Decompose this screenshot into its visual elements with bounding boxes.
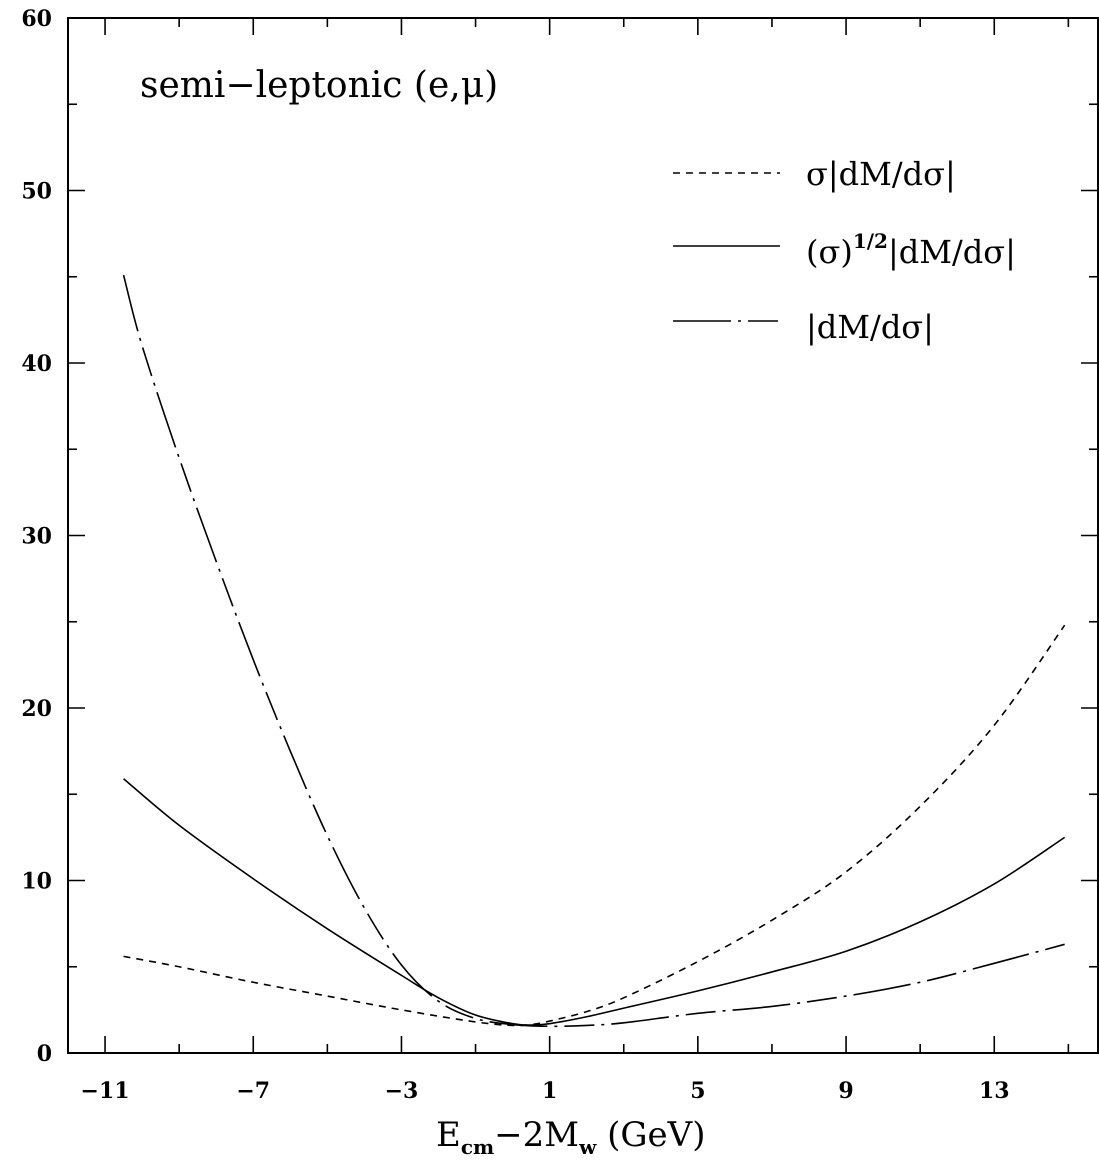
legend-label-solid-part3: |dM/dσ| — [888, 233, 1016, 271]
y-tick-label: 0 — [37, 1041, 52, 1067]
legend-label-solid: (σ)1/2|dM/dσ| — [806, 229, 1016, 271]
series-line-solid — [123, 778, 1066, 1026]
legend: σ|dM/dσ| (σ)1/2|dM/dσ| |dM/dσ| — [673, 155, 1016, 346]
x-tick-label: −3 — [385, 1078, 419, 1104]
series-layer — [122, 274, 1066, 1028]
y-tick-label: 10 — [21, 869, 52, 895]
x-axis-title-mid: −2M — [494, 1115, 579, 1155]
x-axis-title-sub2: w — [578, 1135, 597, 1159]
x-tick-label: 13 — [979, 1078, 1010, 1104]
x-axis-title: Ecm−2Mw (GeV) — [436, 1115, 706, 1159]
x-tick-label: 5 — [690, 1078, 705, 1104]
y-tick-label: 30 — [21, 524, 52, 550]
series-line-dashed — [123, 624, 1066, 1027]
x-axis-title-sub1: cm — [461, 1135, 494, 1159]
legend-label-dashed: σ|dM/dσ| — [806, 155, 956, 193]
legend-label-dashdot: |dM/dσ| — [806, 308, 934, 346]
x-axis-title-tail: (GeV) — [596, 1115, 705, 1155]
x-tick-label: 1 — [542, 1078, 557, 1104]
legend-label-solid-superscript: 1/2 — [853, 229, 888, 253]
series-line-dashdot — [122, 274, 1065, 1028]
x-axis-ticks: −11 −7 −3 1 5 9 13 — [81, 18, 1070, 1104]
y-axis-ticks: 0 10 20 30 40 50 60 — [21, 6, 1098, 1067]
x-tick-label: −11 — [81, 1078, 130, 1104]
x-tick-label: −7 — [236, 1078, 270, 1104]
y-tick-label: 50 — [21, 179, 52, 205]
y-tick-label: 60 — [21, 6, 52, 32]
x-axis-title-main: E — [436, 1115, 461, 1155]
x-tick-label: 9 — [838, 1078, 853, 1104]
y-tick-label: 40 — [21, 351, 52, 377]
y-tick-label: 20 — [21, 696, 52, 722]
legend-label-solid-part1: (σ) — [806, 233, 853, 271]
chart-annotation: semi−leptonic (e,μ) — [140, 65, 498, 106]
